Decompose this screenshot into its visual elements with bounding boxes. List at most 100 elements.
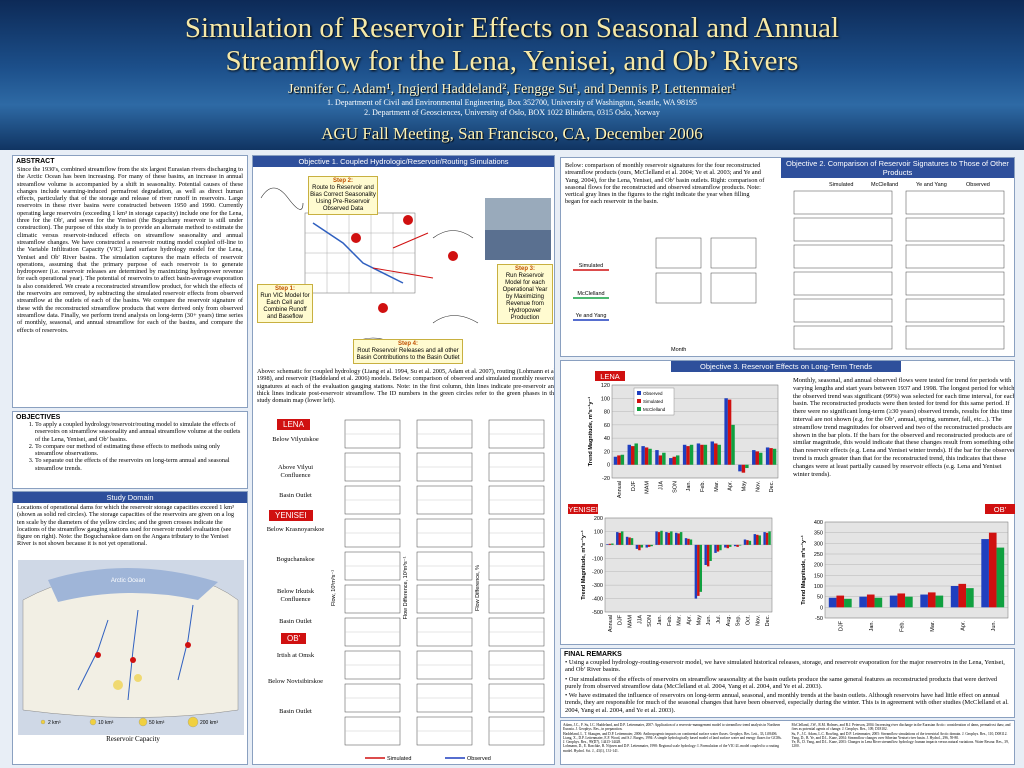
rivers: [77, 604, 194, 701]
authors: Jennifer C. Adam¹, Ingjerd Haddeland², F…: [288, 82, 736, 97]
station: Basin Outlet: [279, 708, 312, 715]
title: Simulation of Reservoir Effects on Seaso…: [0, 12, 1024, 78]
heading: Study Domain: [13, 492, 247, 503]
ocean: [48, 567, 218, 602]
step-title: Step 1:: [274, 286, 295, 292]
legend-label: 10 km³: [98, 720, 114, 726]
legend-label: Observed: [966, 182, 990, 188]
step-marker: [351, 233, 361, 243]
step-marker: [378, 303, 388, 313]
station: Below Krasnoyarskoe: [266, 526, 325, 533]
panel-frame: [710, 272, 757, 304]
station: Irtish at Omsk: [276, 652, 315, 659]
station: Boguchanskoe: [276, 556, 315, 563]
map-label: Arctic Ocean: [111, 578, 145, 584]
legend-label: Ye and Yang: [576, 313, 607, 319]
station: Below Irkutsk Confluence: [276, 588, 314, 603]
reference: Su, F., J.C. Adam, L.C. Bowling, and D.P…: [791, 731, 1008, 736]
step-marker: [403, 215, 413, 225]
axis-label: Flow, 10³m³s⁻¹: [331, 570, 337, 606]
grid-cells: [305, 213, 415, 293]
station: Basin Outlet: [279, 492, 312, 499]
objectives: OBJECTIVES To apply a coupled hydrology/…: [12, 411, 248, 489]
study-domain-text: Locations of operational dams for which …: [17, 504, 235, 548]
reference: Yang, D., B. Ye, and D.L. Kane, 2004: St…: [791, 735, 960, 740]
panel-frame: [655, 237, 702, 269]
step-text: Run Reservoir Model for each Operational…: [502, 273, 548, 321]
panel-frame: [710, 237, 757, 269]
step-text: Run VIC Model for Each Cell and Combine …: [260, 293, 310, 320]
legend-circle: [187, 716, 199, 728]
reference-list: Adam, J.C., F. Su, I.C. Haddeland, and D…: [563, 723, 1012, 753]
remark: • We have estimated the influence of res…: [565, 692, 1009, 714]
panel-frame: [793, 271, 893, 296]
heading: Objective 3. Reservoir Effects on Long-T…: [671, 361, 901, 372]
title-line: Simulation of Reservoir Effects on Seaso…: [184, 12, 840, 44]
references: Adam, J.C., F. Su, I.C. Haddeland, and D…: [560, 720, 1015, 765]
legend-circle: [40, 719, 46, 725]
panel-frame: [905, 190, 1005, 215]
remark: • Our simulations of the effects of rese…: [565, 675, 998, 690]
station: Basin Outlet: [279, 618, 312, 625]
panel-frame: [793, 217, 893, 242]
dam: [130, 657, 136, 663]
legend-label: Simulated: [387, 756, 411, 762]
axis-label: Flow Difference, 10³m³s⁻¹: [403, 556, 409, 619]
signature-panels: Simulated McClelland Ye and Yang Simulat…: [573, 182, 1005, 353]
study-domain: Study Domain Locations of operational da…: [12, 491, 248, 765]
affiliation: 2. Department of Geosciences, University…: [364, 108, 660, 117]
step-title: Step 4:: [397, 341, 418, 347]
objective-1-text: Above: schematic for coupled hydrology (…: [257, 368, 555, 405]
legend-label: 200 km³: [200, 720, 218, 726]
signature-panels: Flow, 10³m³s⁻¹ Flow Difference, 10³m³s⁻¹…: [331, 419, 545, 762]
reference: Lohmann, D., E. Raschke, B. Nijssen and …: [563, 744, 780, 753]
heading: OBJECTIVES: [16, 414, 61, 421]
final-remarks: FINAL REMARKS • Using a coupled hydrolog…: [560, 648, 1015, 718]
legend-label: 50 km³: [149, 720, 165, 726]
river: [312, 222, 404, 284]
basin-tag: OB’: [281, 633, 307, 644]
heading: Objective 2. Comparison of Reservoir Sig…: [781, 158, 1014, 178]
heading: FINAL REMARKS: [564, 651, 622, 658]
panel-frame: [793, 325, 893, 350]
panel-frame: [793, 190, 893, 215]
affiliation: 1. Department of Civil and Environmental…: [327, 98, 697, 107]
remark: • Using a coupled hydrology-routing-rese…: [565, 659, 1005, 674]
step-text: Rout Reservoir Releases and all other Ba…: [356, 348, 460, 361]
legend-label: Simulated: [829, 182, 853, 188]
step-title: Step 3:: [514, 266, 535, 272]
objective-1: Objective 1. Coupled Hydrologic/Reservoi…: [252, 155, 555, 765]
legend-circle: [138, 717, 148, 727]
reference: Ye, B., D. Yang, and D.L. Kane, 2003: Ch…: [791, 740, 1009, 749]
legend-label: 2 km³: [48, 720, 61, 726]
legend-label: Simulated: [579, 263, 603, 269]
axis-label: Flow Difference, %: [475, 565, 481, 611]
station: Below Vilyuiskoe: [272, 436, 319, 443]
abstract-text: Since the 1930's, combined streamflow fr…: [17, 166, 243, 334]
dam: [185, 642, 191, 648]
map: Arctic Ocean 2 km³ 10 km³ 50 km³ 200 km³: [18, 560, 244, 735]
station: Below Novisibirskoe: [267, 678, 324, 685]
legend-label: Ye and Yang: [916, 182, 947, 188]
step-marker: [448, 251, 458, 261]
legend-label: McClelland: [871, 182, 898, 188]
step: Step 3: Run Reservoir Model for each Oper…: [497, 264, 553, 324]
objective: To apply a coupled hydrology/reservoir/r…: [35, 421, 247, 443]
heading: ABSTRACT: [16, 158, 55, 165]
legend-title: Reservoir Capacity: [106, 735, 160, 743]
header: Simulation of Reservoir Effects on Seaso…: [0, 0, 1024, 150]
dam-photo: [485, 230, 551, 260]
panel-frame: [793, 298, 893, 323]
reference: Liang, X., D.P. Lettenmaier, E.F. Wood, …: [563, 735, 782, 745]
dam: [113, 680, 123, 690]
legend-label: McClelland: [577, 291, 604, 297]
basin-tag: LENA: [277, 419, 310, 430]
objective-3: Objective 3. Reservoir Effects on Long-T…: [560, 360, 1015, 645]
step-title: Step 2:: [332, 178, 353, 184]
step: Step 2: Route to Reservoir and Bias Corre…: [308, 176, 378, 215]
panel-frame: [905, 217, 1005, 242]
step: Step 4: Rout Reservoir Releases and all o…: [353, 339, 463, 364]
step-text: Route to Reservoir and Bias Correct Seas…: [310, 185, 376, 212]
dam: [134, 674, 142, 682]
